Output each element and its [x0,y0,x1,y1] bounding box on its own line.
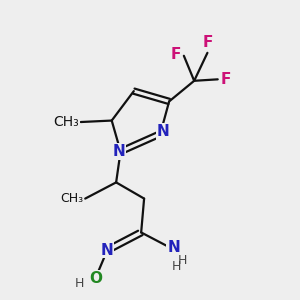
Text: N: N [113,144,125,159]
Text: F: F [221,72,231,87]
Text: CH₃: CH₃ [61,192,84,205]
Text: H: H [178,254,187,267]
Text: N: N [101,243,114,258]
Text: H: H [172,260,182,273]
Text: N: N [167,240,180,255]
Text: F: F [170,47,181,62]
Text: O: O [89,271,102,286]
Text: N: N [156,124,169,139]
Text: F: F [202,35,213,50]
Text: H: H [75,278,84,290]
Text: CH₃: CH₃ [54,115,79,129]
